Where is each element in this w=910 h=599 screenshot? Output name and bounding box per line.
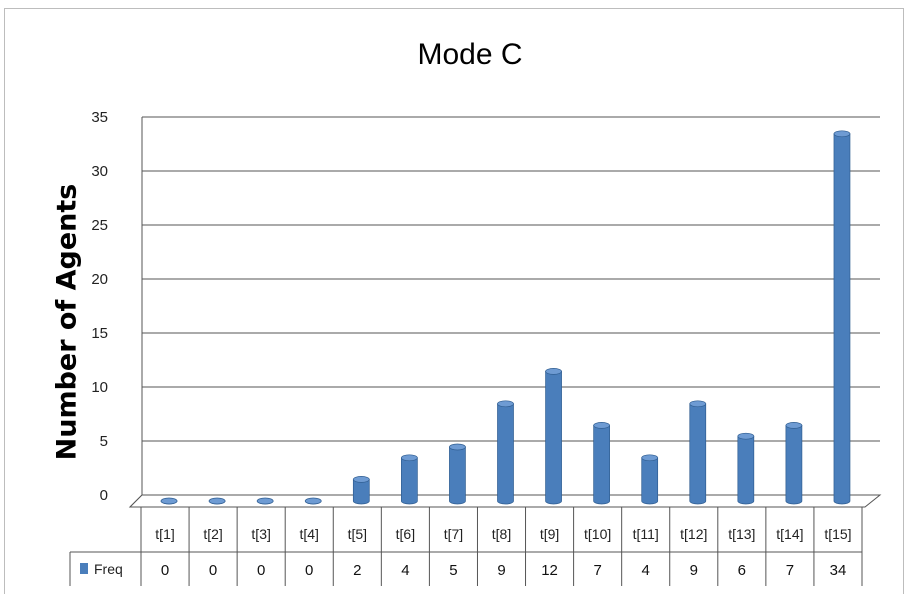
data-label: 4 xyxy=(401,562,409,579)
y-axis-line xyxy=(129,117,143,508)
data-label: 0 xyxy=(209,562,217,579)
x-tick-label: t[12] xyxy=(680,526,707,542)
x-tick-label: t[2] xyxy=(203,526,222,542)
y-tick-label: 5 xyxy=(100,433,108,450)
x-tick-label: t[1] xyxy=(155,526,174,542)
bar xyxy=(449,443,466,505)
x-tick-label: t[13] xyxy=(728,526,755,542)
bar xyxy=(304,497,322,505)
chart-title: Mode C xyxy=(417,38,523,71)
legend-label: Freq xyxy=(94,561,123,577)
bar xyxy=(352,476,370,505)
x-tick-label: t[5] xyxy=(348,526,367,542)
data-label: 0 xyxy=(161,562,169,579)
bar xyxy=(833,130,851,505)
x-tick-label: t[11] xyxy=(633,526,659,542)
bar xyxy=(545,368,562,505)
x-tick-label: t[7] xyxy=(444,526,463,542)
data-label: 6 xyxy=(738,562,746,579)
bar xyxy=(593,422,610,505)
x-tick-label: t[8] xyxy=(492,526,511,542)
legend-swatch xyxy=(80,563,88,574)
bar xyxy=(160,497,178,505)
data-label: 34 xyxy=(830,562,847,579)
y-tick-label: 20 xyxy=(91,271,108,288)
data-label: 7 xyxy=(786,562,794,579)
data-label: 4 xyxy=(642,562,650,579)
data-label: 12 xyxy=(541,562,558,579)
x-tick-label: t[6] xyxy=(396,526,415,542)
x-tick-label: t[3] xyxy=(251,526,270,542)
bar xyxy=(256,497,274,505)
bar xyxy=(737,432,755,505)
x-tick-label: t[4] xyxy=(299,526,318,542)
bar xyxy=(689,400,707,505)
data-label: 2 xyxy=(353,562,361,579)
data-label: 9 xyxy=(497,562,505,579)
chart-frame xyxy=(4,8,904,594)
bar xyxy=(401,454,418,505)
x-tick-label: t[15] xyxy=(824,526,851,542)
y-tick-label: 0 xyxy=(100,487,108,504)
bar xyxy=(785,422,803,505)
y-tick-label: 35 xyxy=(91,109,108,126)
bar xyxy=(641,454,659,505)
data-label: 5 xyxy=(449,562,457,579)
x-tick-label: t[9] xyxy=(540,526,559,542)
y-tick-label: 15 xyxy=(91,325,108,342)
data-label: 7 xyxy=(593,562,601,579)
data-label: 0 xyxy=(305,562,313,579)
x-tick-label: t[10] xyxy=(584,526,611,542)
bar xyxy=(497,400,514,505)
y-tick-label: 30 xyxy=(91,163,108,180)
y-tick-label: 25 xyxy=(91,217,108,234)
data-label: 9 xyxy=(690,562,698,579)
x-tick-label: t[14] xyxy=(776,526,803,542)
data-label: 0 xyxy=(257,562,265,579)
bar xyxy=(208,497,226,505)
y-tick-label: 10 xyxy=(91,379,108,396)
